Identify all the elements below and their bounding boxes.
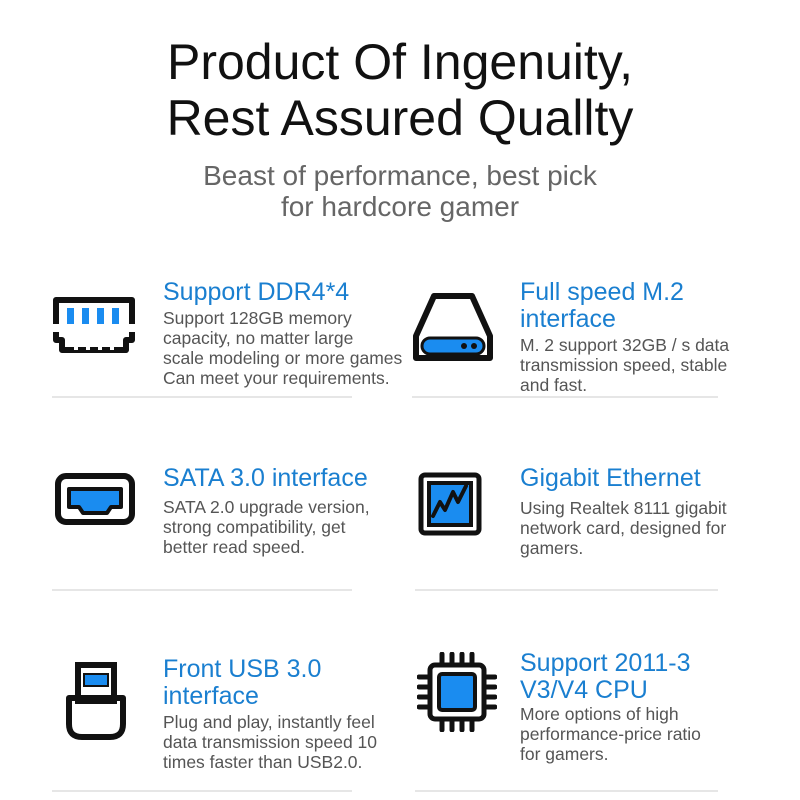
body-line: gamers. bbox=[520, 538, 584, 558]
m2-drive-icon bbox=[413, 293, 493, 361]
body-line: More options of high bbox=[520, 704, 679, 724]
feature-title: Support DDR4*4 bbox=[163, 279, 402, 306]
title-line: Support DDR4*4 bbox=[163, 278, 350, 306]
feature-body: M. 2 support 32GB / s data transmission s… bbox=[520, 335, 729, 395]
feature-body: SATA 2.0 upgrade version, strong compatib… bbox=[163, 497, 370, 557]
feature-sata: SATA 3.0 interface SATA 2.0 upgrade vers… bbox=[163, 465, 370, 558]
sata-port-icon bbox=[55, 473, 135, 525]
body-line: Can meet your requirements. bbox=[163, 368, 390, 388]
body-line: better read speed. bbox=[163, 537, 306, 557]
subtitle-line: Beast of performance, best pick bbox=[203, 160, 597, 191]
feature-title: SATA 3.0 interface bbox=[163, 465, 370, 492]
body-line: Plug and play, instantly feel bbox=[163, 712, 375, 732]
ethernet-chart-icon bbox=[418, 472, 482, 536]
feature-body: Support 128GB memory capacity, no matter … bbox=[163, 308, 402, 388]
body-line: transmission speed, stable bbox=[520, 355, 728, 375]
title-line: interface bbox=[520, 305, 616, 333]
title-line: interface bbox=[163, 682, 259, 710]
body-line: data transmission speed 10 bbox=[163, 732, 378, 752]
feature-body: More options of high performance-price ra… bbox=[520, 704, 701, 764]
body-line: times faster than USB2.0. bbox=[163, 752, 363, 772]
divider bbox=[412, 396, 718, 398]
feature-body: Using Realtek 8111 gigabit network card, … bbox=[520, 498, 727, 558]
subtitle: Beast of performance, best pick for hardc… bbox=[0, 160, 800, 222]
feature-title: Front USB 3.0 interface bbox=[163, 656, 377, 710]
title-line: Gigabit Ethernet bbox=[520, 464, 701, 492]
feature-ethernet: Gigabit Ethernet Using Realtek 8111 giga… bbox=[520, 465, 727, 559]
body-line: capacity, no matter large bbox=[163, 328, 354, 348]
body-line: strong compatibility, get bbox=[163, 517, 346, 537]
title-line: Full speed M.2 bbox=[520, 278, 684, 306]
ram-icon bbox=[52, 297, 136, 353]
title-line: Support 2011-3 bbox=[520, 649, 691, 677]
body-line: SATA 2.0 upgrade version, bbox=[163, 497, 370, 517]
cpu-icon bbox=[417, 652, 497, 732]
body-line: scale modeling or more games bbox=[163, 348, 403, 368]
feature-title: Gigabit Ethernet bbox=[520, 465, 727, 492]
body-line: network card, designed for bbox=[520, 518, 727, 538]
divider bbox=[52, 589, 352, 591]
feature-title: Full speed M.2 interface bbox=[520, 279, 729, 333]
subtitle-line: for hardcore gamer bbox=[280, 191, 520, 222]
body-line: and fast. bbox=[520, 375, 588, 395]
feature-title: Support 2011-3 V3/V4 CPU bbox=[520, 650, 701, 704]
divider bbox=[415, 790, 718, 792]
feature-m2: Full speed M.2 interface M. 2 support 32G… bbox=[520, 279, 729, 396]
divider bbox=[52, 396, 352, 398]
body-line: Support 128GB memory bbox=[163, 308, 352, 328]
usb-icon bbox=[66, 662, 126, 740]
page-title: Product Of Ingenuity, Rest Assured Quallt… bbox=[0, 34, 800, 146]
body-line: for gamers. bbox=[520, 744, 609, 764]
divider bbox=[52, 790, 352, 792]
title-line: SATA 3.0 interface bbox=[163, 464, 368, 492]
body-line: M. 2 support 32GB / s data bbox=[520, 335, 730, 355]
title-line: Product Of Ingenuity, bbox=[167, 34, 633, 90]
divider bbox=[415, 589, 718, 591]
body-line: performance-price ratio bbox=[520, 724, 701, 744]
feature-body: Plug and play, instantly feel data transm… bbox=[163, 712, 377, 772]
feature-ddr4: Support DDR4*4 Support 128GB memory capac… bbox=[163, 279, 402, 389]
title-line: V3/V4 CPU bbox=[520, 676, 648, 704]
title-line: Front USB 3.0 bbox=[163, 655, 322, 683]
feature-usb: Front USB 3.0 interface Plug and play, in… bbox=[163, 656, 377, 773]
title-line: Rest Assured Quallty bbox=[166, 90, 634, 146]
body-line: Using Realtek 8111 gigabit bbox=[520, 498, 727, 518]
feature-cpu: Support 2011-3 V3/V4 CPU More options of … bbox=[520, 650, 701, 765]
